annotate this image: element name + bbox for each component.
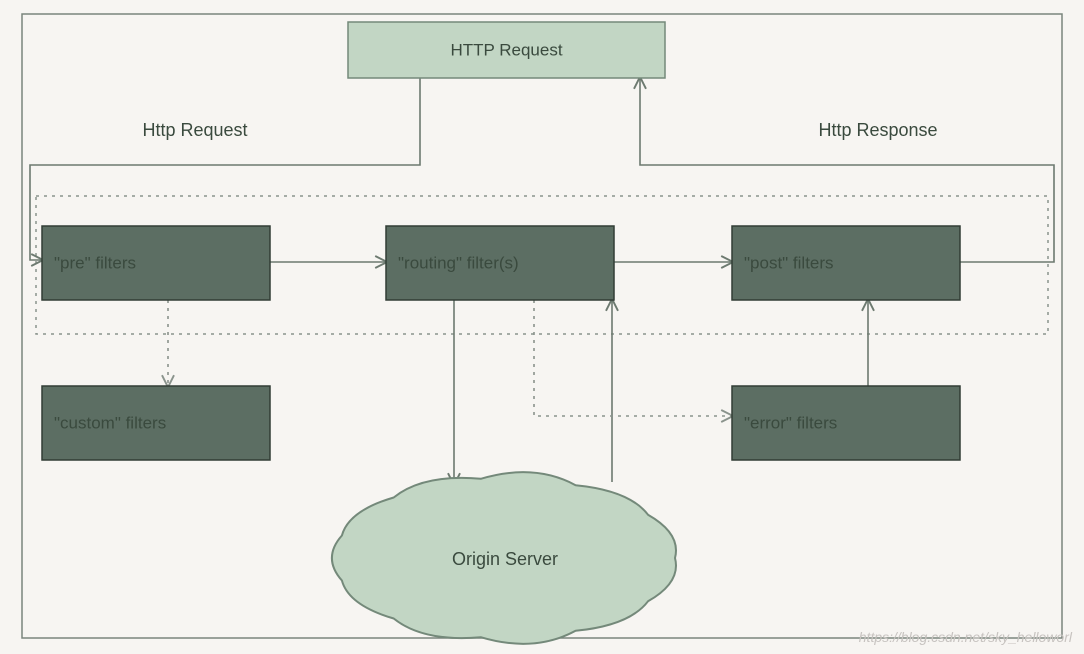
node-label-custom_filters: "custom" filters — [54, 413, 166, 432]
node-label-routing_filters: "routing" filter(s) — [398, 253, 519, 272]
node-label-post_filters: "post" filters — [744, 253, 834, 272]
node-error_filters: "error" filters — [732, 386, 960, 460]
node-label-pre_filters: "pre" filters — [54, 253, 136, 272]
node-origin_server: Origin Server — [332, 472, 676, 644]
edge-label-req-down-left: Http Request — [142, 120, 247, 140]
edge-routing-to-error — [534, 300, 732, 416]
node-post_filters: "post" filters — [732, 226, 960, 300]
node-label-origin_server: Origin Server — [452, 549, 558, 569]
node-routing_filters: "routing" filter(s) — [386, 226, 614, 300]
node-custom_filters: "custom" filters — [42, 386, 270, 460]
diagram-svg: Http Request Http Response HTTP Request "pr… — [0, 0, 1084, 654]
node-http_request: HTTP Request — [348, 22, 665, 78]
node-pre_filters: "pre" filters — [42, 226, 270, 300]
edge-label-post-out-up: Http Response — [818, 120, 937, 140]
diagram-container: Http Request Http Response HTTP Request "pr… — [0, 0, 1084, 654]
watermark: https://blog.csdn.net/sky_helloworl — [859, 629, 1073, 645]
node-label-error_filters: "error" filters — [744, 413, 837, 432]
node-label-http_request: HTTP Request — [450, 40, 562, 59]
